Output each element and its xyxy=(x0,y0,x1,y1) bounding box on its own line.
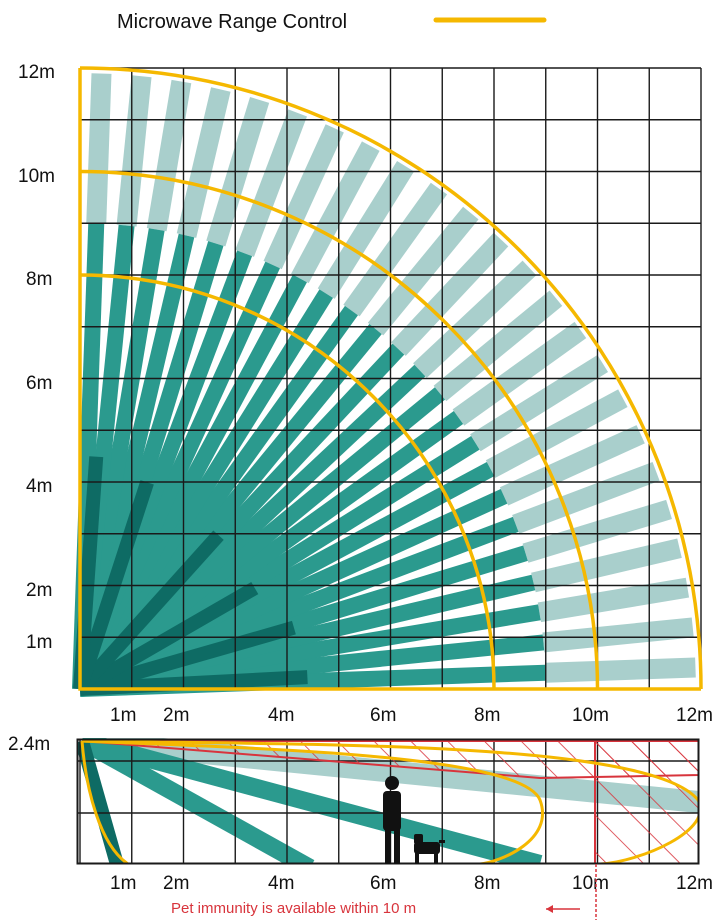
x-tick-label: 12m xyxy=(676,705,713,726)
x-tick-label: 6m xyxy=(370,705,396,726)
top-beams xyxy=(72,73,696,697)
detection-beam xyxy=(176,87,231,238)
side-range-loop-8m xyxy=(81,739,544,864)
detection-beam xyxy=(531,538,682,593)
side-x-tick-label: 12m xyxy=(676,873,713,894)
range-arc-10m xyxy=(79,169,600,690)
detection-beam xyxy=(86,73,112,224)
y-tick-label: 12m xyxy=(18,62,55,83)
person-silhouette-icon xyxy=(383,776,401,864)
side-x-tick-label: 10m xyxy=(572,873,609,894)
top-view: 12m 10m 8m 6m 4m 2m 1m 1m 2m 4m 6m 8m 10… xyxy=(18,62,713,726)
detection-beam xyxy=(391,232,509,356)
detection-beam xyxy=(499,425,645,506)
near-field-beam xyxy=(74,530,224,694)
x-tick-label: 4m xyxy=(268,705,294,726)
detection-beam xyxy=(291,141,380,284)
side-range-loop-12m xyxy=(81,739,699,864)
detection-beam xyxy=(343,182,448,317)
x-tick-label: 8m xyxy=(474,705,500,726)
detection-beam xyxy=(433,290,563,402)
y-tick-label: 1m xyxy=(26,632,52,653)
detection-beam xyxy=(235,109,307,257)
y-tick-label: 8m xyxy=(26,269,52,290)
x-tick-label: 2m xyxy=(163,705,189,726)
x-tick-label: 1m xyxy=(110,705,136,726)
top-range-arcs xyxy=(78,66,703,691)
pet-immunity-zone-far xyxy=(594,740,699,864)
detection-beam xyxy=(545,657,696,683)
side-x-tick-label: 2m xyxy=(163,873,189,894)
legend-label: Microwave Range Control xyxy=(117,11,347,33)
side-beam xyxy=(77,738,315,864)
x-tick-label: 10m xyxy=(572,705,609,726)
side-view: 2.4m 1m 2m 4m 6m 8m 10m 12m Pet immunity… xyxy=(8,734,713,920)
side-x-tick-label: 6m xyxy=(370,873,396,894)
height-label: 2.4m xyxy=(8,734,50,755)
y-tick-label: 4m xyxy=(26,476,52,497)
y-tick-label: 6m xyxy=(26,373,52,394)
range-boundary xyxy=(78,68,701,691)
arrow-left-icon xyxy=(546,905,580,913)
detection-beam xyxy=(542,617,694,653)
pet-immunity-note: Pet immunity is available within 10 m xyxy=(171,900,416,917)
detection-beam xyxy=(452,321,587,426)
detection-beam xyxy=(116,75,152,227)
side-range-loop-near xyxy=(80,740,129,864)
side-x-tick-label: 8m xyxy=(474,873,500,894)
detection-beam xyxy=(367,206,479,336)
range-arc-8m xyxy=(79,273,496,690)
range-arc-12m xyxy=(79,66,703,690)
detection-beam xyxy=(263,124,344,270)
dog-silhouette-icon xyxy=(414,834,445,864)
near-field-beam xyxy=(73,456,104,690)
near-field-beam xyxy=(79,670,308,696)
detection-beam xyxy=(485,389,628,478)
side-x-tick-label: 1m xyxy=(110,873,136,894)
detection-beam xyxy=(413,260,537,378)
detection-beam xyxy=(537,577,690,623)
y-tick-label: 2m xyxy=(26,580,52,601)
side-x-tick-label: 4m xyxy=(268,873,294,894)
detection-beam xyxy=(146,79,192,232)
detection-beam xyxy=(512,462,660,534)
near-field-beam xyxy=(76,582,259,696)
y-tick-label: 10m xyxy=(18,166,55,187)
